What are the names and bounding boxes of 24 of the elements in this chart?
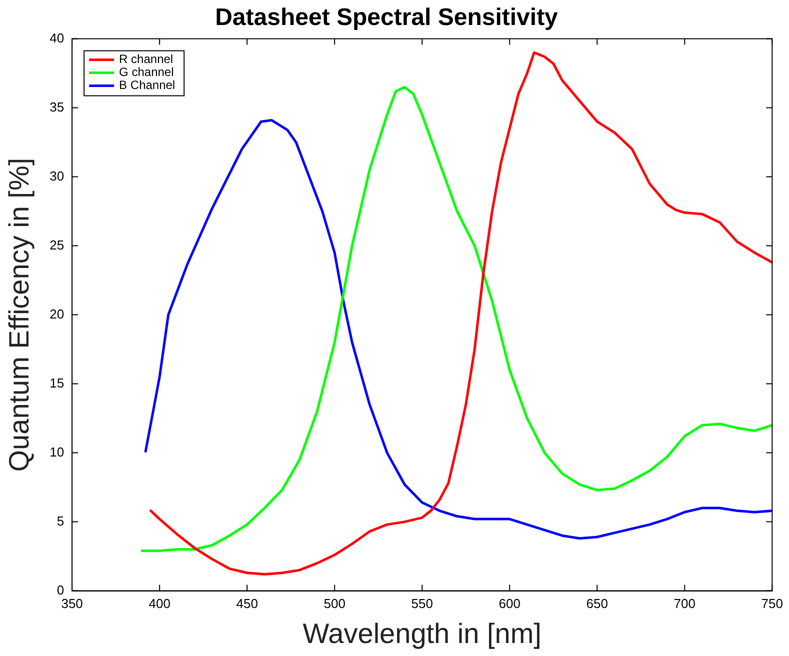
y-tick-label: 20 [50,306,64,322]
legend-label: B Channel [119,78,176,92]
y-tick-label: 40 [50,30,64,46]
legend-label: G channel [119,65,174,80]
y-tick-label: 15 [50,375,64,390]
x-tick-label: 350 [61,596,83,612]
y-tick-label: 5 [56,513,64,528]
chart-title: Datasheet Spectral Sensitivity [215,4,559,32]
y-tick-label: 25 [50,237,64,252]
x-tick-label: 550 [411,596,433,612]
x-tick-label: 700 [674,596,696,612]
x-tick-label: 450 [236,596,258,612]
x-axis-title: Wavelength in [nm] [302,618,542,649]
x-tick-label: 650 [586,596,608,612]
x-tick-label: 600 [498,596,520,612]
x-tick-label: 400 [148,596,170,612]
y-tick-label: 35 [50,99,64,114]
legend-label: R channel [119,52,174,66]
y-tick-label: 30 [50,168,64,184]
y-axis-title: Quantum Efficency in [%] [4,158,35,472]
y-tick-label: 0 [56,582,64,598]
y-tick-label: 10 [50,444,64,460]
x-tick-label: 750 [761,596,784,612]
x-tick-label: 500 [324,596,346,612]
